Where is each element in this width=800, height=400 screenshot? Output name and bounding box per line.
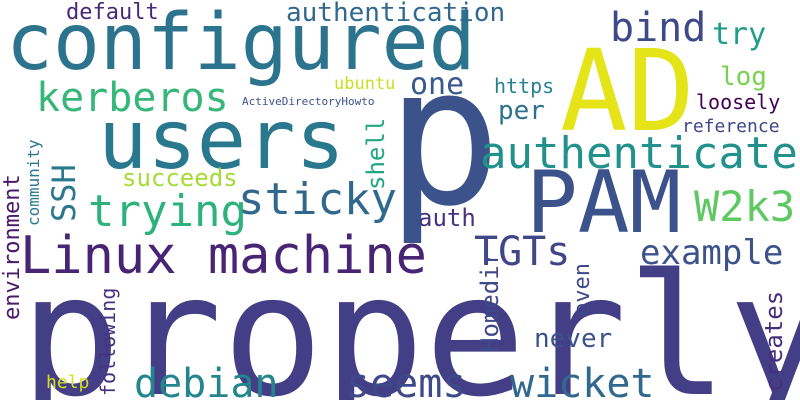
word-activedirectoryhowto: ActiveDirectoryHowto [242,95,375,108]
word-linux-machine: Linux machine [20,226,427,286]
word-ad: AD [560,27,695,157]
word-succeeds: succeeds [122,164,238,192]
word-bind: bind [610,5,707,51]
word-authenticate: authenticate [480,128,798,179]
word-community: community [24,139,43,226]
word-homedir: Homedir [476,250,504,352]
word-shell: shell [362,117,390,190]
word-try: try [712,17,767,52]
word-following: following [96,287,120,396]
word-trying: trying [88,186,247,237]
word-loosely: loosely [696,90,781,114]
word-w2k3: W2k3 [694,182,796,231]
word-environment: environment [0,174,25,320]
word-https: https [494,74,555,98]
word-ssh: SSH [45,164,83,222]
word-pam: PAM [526,153,682,253]
word-debian: debian [134,361,279,400]
word-default: default [66,0,159,25]
word-even: even [570,263,595,316]
word-log: log [720,62,767,92]
word-authentication: authentication [286,0,506,28]
word-help: help [46,372,90,393]
word-sticky: sticky [238,174,397,225]
word-per: per [498,96,545,126]
word-configured: configured [6,0,476,88]
word-wicket: wicket [510,361,655,400]
word-reference: reference [682,116,780,137]
word-creates: creates [760,290,788,392]
word-users: users [98,93,345,188]
word-p: p [386,26,502,249]
word-ubuntu: ubuntu [334,74,396,94]
word-tgts: TGTs [474,229,571,275]
word-seems: seems [346,361,467,400]
word-auth: auth [418,204,476,232]
word-kerberos: kerberos [36,75,229,121]
word-never: never [534,324,613,354]
word-example: example [640,233,784,273]
word-one: one [410,67,465,102]
word-properly: properly [20,238,800,400]
